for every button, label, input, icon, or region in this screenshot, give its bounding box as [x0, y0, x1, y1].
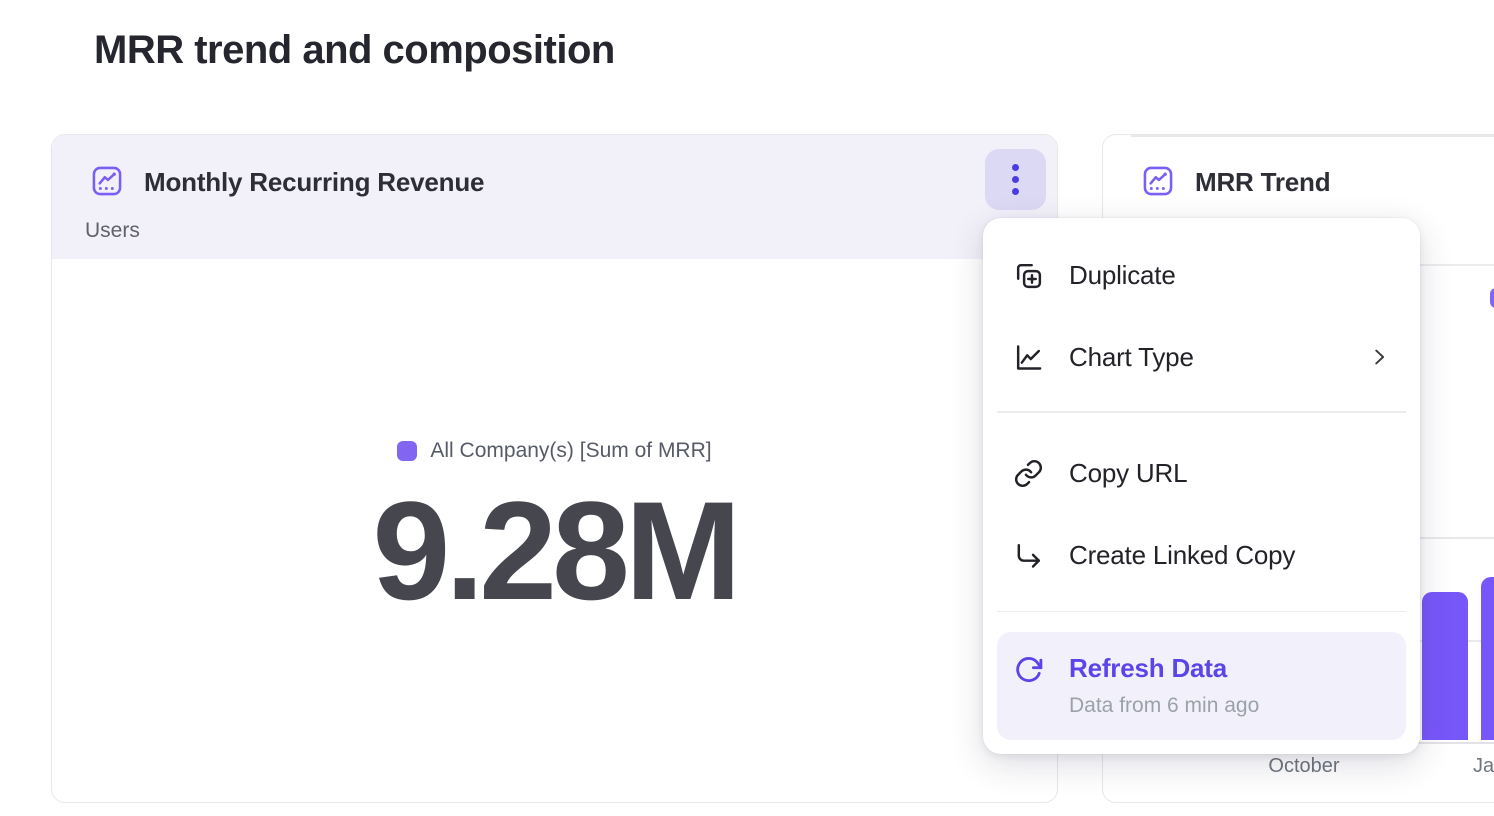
trend-bar — [1422, 592, 1468, 740]
menu-item-label: Copy URL — [1069, 458, 1188, 488]
menu-divider — [997, 610, 1406, 612]
legend-swatch — [397, 441, 418, 461]
kebab-dot — [1012, 176, 1019, 183]
refresh-texts: Refresh Data Data from 6 min ago — [1069, 653, 1259, 718]
page-title: MRR trend and composition — [94, 28, 615, 72]
chart-line-icon — [92, 166, 122, 196]
mrr-value: 9.28M — [372, 472, 741, 629]
mrr-legend: All Company(s) [Sum of MRR] — [52, 439, 1057, 463]
kebab-dot — [1012, 164, 1019, 171]
mrr-card-title: Monthly Recurring Revenue — [144, 167, 485, 197]
menu-item-label: Chart Type — [1069, 341, 1194, 372]
kebab-menu-button[interactable] — [985, 149, 1046, 210]
refresh-data-age: Data from 6 min ago — [1069, 694, 1260, 717]
legend-label: All Company(s) [Sum of MRR] — [430, 439, 712, 462]
duplicate-icon — [1016, 263, 1042, 288]
trend-card-title: MRR Trend — [1195, 167, 1331, 197]
menu-item-label: Duplicate — [1069, 259, 1176, 290]
trend-gridline — [1131, 135, 1494, 137]
context-menu: Duplicate Chart Type Copy URL Create Lin… — [983, 218, 1420, 754]
menu-item-label: Create Linked Copy — [1069, 540, 1296, 570]
trend-legend-swatch — [1490, 288, 1494, 308]
x-axis-label-october: October — [1268, 755, 1340, 777]
menu-item-label: Refresh Data — [1069, 653, 1227, 683]
chevron-right-icon — [1375, 349, 1385, 365]
trend-bar — [1481, 577, 1494, 740]
menu-item-duplicate[interactable]: Duplicate — [983, 234, 1420, 316]
chart-line-icon — [1143, 166, 1173, 196]
menu-divider — [997, 411, 1406, 413]
corner-down-right-icon — [1017, 543, 1041, 568]
kebab-dot — [1012, 188, 1019, 195]
menu-item-copy-url[interactable]: Copy URL — [983, 433, 1420, 515]
mrr-card-header: Monthly Recurring Revenue Users — [52, 135, 1057, 259]
link-icon — [1015, 460, 1042, 487]
chart-type-icon — [1016, 344, 1042, 370]
refresh-icon — [1016, 657, 1043, 683]
x-axis-label-january-partial: Ja — [1473, 755, 1494, 777]
menu-item-chart-type[interactable]: Chart Type — [983, 316, 1420, 398]
mrr-card-body: All Company(s) [Sum of MRR] 9.28M — [52, 259, 1057, 802]
menu-item-refresh-data[interactable]: Refresh Data Data from 6 min ago — [997, 632, 1406, 740]
mrr-card-subtitle: Users — [85, 219, 140, 242]
mrr-card: Monthly Recurring Revenue Users All Comp… — [51, 134, 1058, 803]
menu-item-create-linked-copy[interactable]: Create Linked Copy — [983, 515, 1420, 597]
